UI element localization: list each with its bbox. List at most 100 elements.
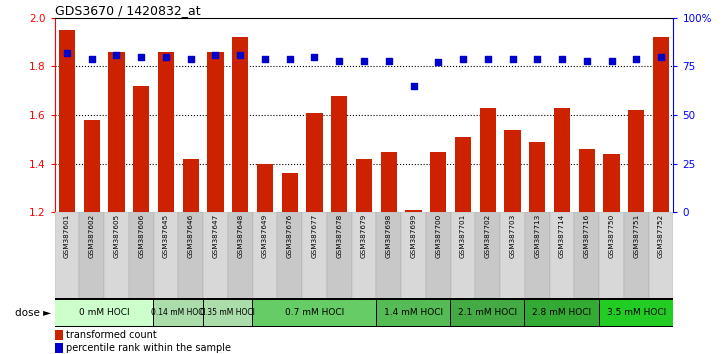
Point [210, 52, 221, 57]
Bar [104, 212, 129, 299]
Bar [306, 113, 323, 212]
Point [333, 58, 345, 63]
Text: GSM387648: GSM387648 [237, 214, 243, 258]
Text: GSM387751: GSM387751 [633, 214, 639, 258]
Bar [253, 212, 277, 299]
Bar [55, 343, 63, 354]
Point [531, 56, 543, 62]
Text: 0.14 mM HOCl: 0.14 mM HOCl [151, 308, 206, 317]
Bar [178, 212, 203, 299]
Bar [381, 152, 397, 212]
Text: 2.8 mM HOCl: 2.8 mM HOCl [532, 308, 592, 317]
Bar [133, 86, 149, 212]
Bar [628, 110, 644, 212]
Bar [649, 212, 673, 299]
Text: GSM387678: GSM387678 [336, 214, 342, 258]
Bar [228, 212, 253, 299]
Text: GSM387716: GSM387716 [584, 214, 590, 258]
Bar [204, 300, 252, 326]
Point [408, 83, 419, 88]
Text: GSM387703: GSM387703 [510, 214, 515, 258]
Point [383, 58, 395, 63]
Text: GSM387698: GSM387698 [386, 214, 392, 258]
Bar [158, 52, 174, 212]
Point [61, 50, 73, 56]
Bar [426, 212, 451, 299]
Text: GSM387647: GSM387647 [213, 214, 218, 258]
Text: GSM387677: GSM387677 [312, 214, 317, 258]
Bar [405, 210, 422, 212]
Text: 0 mM HOCl: 0 mM HOCl [79, 308, 130, 317]
Bar [600, 300, 673, 326]
Text: GSM387701: GSM387701 [460, 214, 466, 258]
Point [309, 54, 320, 59]
Point [655, 54, 667, 59]
Bar [356, 159, 372, 212]
Bar [331, 96, 347, 212]
Text: GSM387602: GSM387602 [89, 214, 95, 258]
Bar [277, 212, 302, 299]
Bar [574, 212, 599, 299]
Bar [302, 212, 327, 299]
Text: 0.7 mM HOCl: 0.7 mM HOCl [285, 308, 344, 317]
Point [259, 56, 271, 62]
Bar [455, 137, 471, 212]
Bar [55, 330, 63, 340]
Point [234, 52, 246, 57]
Text: dose ►: dose ► [15, 308, 51, 318]
Bar [108, 52, 124, 212]
Bar [475, 212, 500, 299]
Bar [55, 212, 79, 299]
Bar [55, 300, 153, 326]
Bar [59, 30, 75, 212]
Text: GSM387700: GSM387700 [435, 214, 441, 258]
Bar [526, 300, 598, 326]
Bar [203, 212, 228, 299]
Point [358, 58, 370, 63]
Bar [599, 212, 624, 299]
Bar [550, 212, 574, 299]
Text: GSM387605: GSM387605 [114, 214, 119, 258]
Bar [327, 212, 352, 299]
Point [507, 56, 518, 62]
Point [135, 54, 147, 59]
Point [111, 52, 122, 57]
Point [457, 56, 469, 62]
Bar [451, 300, 524, 326]
Bar [579, 149, 595, 212]
Text: GSM387606: GSM387606 [138, 214, 144, 258]
Text: 2.1 mM HOCl: 2.1 mM HOCl [458, 308, 518, 317]
Bar [451, 212, 475, 299]
Text: GSM387679: GSM387679 [361, 214, 367, 258]
Text: percentile rank within the sample: percentile rank within the sample [66, 343, 231, 353]
Bar [253, 300, 376, 326]
Bar [79, 212, 104, 299]
Text: transformed count: transformed count [66, 330, 157, 340]
Point [160, 54, 172, 59]
Text: GDS3670 / 1420832_at: GDS3670 / 1420832_at [55, 4, 200, 17]
Text: GSM387676: GSM387676 [287, 214, 293, 258]
Bar [480, 108, 496, 212]
Point [482, 56, 494, 62]
Bar [377, 300, 450, 326]
Bar [232, 37, 248, 212]
Bar [554, 108, 570, 212]
Point [581, 58, 593, 63]
Bar [154, 212, 178, 299]
Text: GSM387713: GSM387713 [534, 214, 540, 258]
Bar [84, 120, 100, 212]
Bar [207, 52, 223, 212]
Point [284, 56, 296, 62]
Bar [653, 37, 669, 212]
Text: GSM387750: GSM387750 [609, 214, 614, 258]
Bar [624, 212, 649, 299]
Point [556, 56, 568, 62]
Text: GSM387646: GSM387646 [188, 214, 194, 258]
Point [432, 59, 444, 65]
Bar [505, 130, 521, 212]
Point [86, 56, 98, 62]
Bar [257, 164, 273, 212]
Bar [401, 212, 426, 299]
Bar [529, 142, 545, 212]
Point [606, 58, 617, 63]
